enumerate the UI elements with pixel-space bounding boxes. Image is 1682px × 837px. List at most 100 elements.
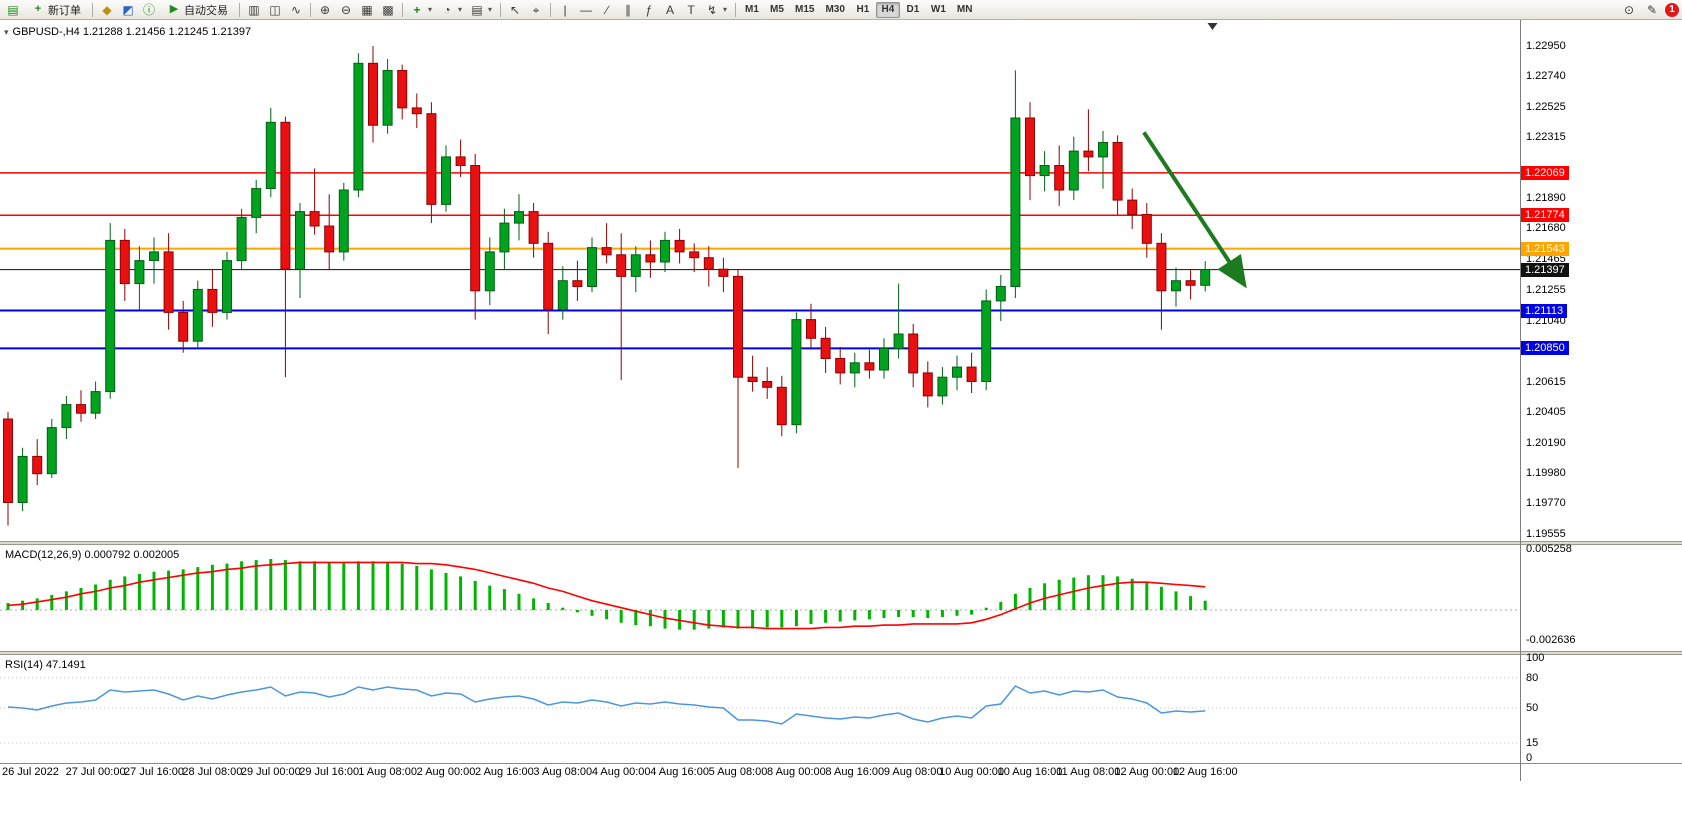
new-order-label: 新订单 bbox=[48, 4, 81, 17]
time-axis-label: 2 Aug 00:00 bbox=[416, 766, 476, 778]
timeframe-h4[interactable]: H4 bbox=[875, 1, 900, 18]
price-axis-label: 1.22315 bbox=[1526, 130, 1566, 143]
chart-window: ▾ GBPUSD-,H4 1.21288 1.21456 1.21245 1.21… bbox=[0, 20, 1682, 837]
price-axis-divider bbox=[1520, 20, 1521, 781]
rsi-axis-label: 0 bbox=[1526, 751, 1533, 764]
toolbar: ▤ + 新订单 ◆ ◩ ⓘ ▶ 自动交易 ▥ ◫ ∿ ⊕ ⊖ ▦ ▩ + ▾ ◔… bbox=[0, 0, 1682, 20]
timeframe-m15[interactable]: M15 bbox=[790, 2, 819, 18]
period-dropdown-icon[interactable]: ▾ bbox=[458, 5, 463, 14]
panel-separator[interactable] bbox=[0, 651, 1682, 655]
price-axis-label: 1.20405 bbox=[1526, 406, 1566, 418]
price-axis-label: 1.21680 bbox=[1526, 222, 1566, 235]
zoom-in-icon[interactable]: ⊕ bbox=[319, 2, 331, 17]
timeframe-m5[interactable]: M5 bbox=[765, 2, 789, 18]
trendline-tool-icon[interactable]: ∕ bbox=[605, 2, 608, 17]
toolbar-separator bbox=[92, 2, 93, 17]
symbol-label: GBPUSD-,H4 bbox=[12, 26, 80, 38]
toolbar-separator bbox=[500, 2, 501, 17]
time-axis-label: 26 Jul 2022 bbox=[2, 766, 59, 778]
autotrading-label: 自动交易 bbox=[184, 4, 228, 17]
text-tool-icon[interactable]: A bbox=[665, 2, 674, 17]
time-axis-label: 12 Aug 16:00 bbox=[1172, 766, 1238, 778]
template-icon[interactable]: ▤ bbox=[471, 2, 483, 17]
period-icon[interactable]: ◔ bbox=[443, 2, 451, 17]
label-tool-icon[interactable]: T bbox=[687, 2, 695, 17]
time-axis-label: 3 Aug 08:00 bbox=[533, 766, 593, 778]
edit-icon[interactable]: ✎ bbox=[1646, 2, 1658, 17]
rsi-axis-label: 100 bbox=[1526, 651, 1545, 664]
bar-chart-icon[interactable]: ▥ bbox=[248, 2, 260, 17]
new-chart-dropdown-icon[interactable]: ▾ bbox=[428, 5, 433, 14]
price-axis-label: 1.19980 bbox=[1526, 467, 1566, 480]
toolbar-separator bbox=[550, 2, 551, 17]
time-axis-label: 10 Aug 00:00 bbox=[939, 766, 1005, 778]
time-axis-label: 28 Jul 08:00 bbox=[182, 766, 243, 778]
rsi-panel[interactable] bbox=[0, 655, 1520, 763]
line-chart-icon[interactable]: ∿ bbox=[290, 2, 302, 17]
time-axis-label: 29 Jul 16:00 bbox=[299, 766, 360, 778]
toolbar-right-group: ⊙ ✎ 1 bbox=[1619, 1, 1679, 18]
timeframe-m30[interactable]: M30 bbox=[820, 2, 849, 18]
new-chart-icon[interactable]: + bbox=[413, 2, 421, 17]
search-icon[interactable]: ⊙ bbox=[1623, 2, 1635, 17]
resistance-line-2-badge: 1.21774 bbox=[1521, 208, 1569, 223]
channel-tool-icon[interactable]: ∥ bbox=[625, 2, 631, 17]
zoom-out-icon[interactable]: ⊖ bbox=[340, 2, 352, 17]
timeframe-h1[interactable]: H1 bbox=[851, 2, 875, 18]
current-price-line-badge: 1.21397 bbox=[1521, 262, 1569, 277]
one-click-trading-toggle[interactable]: ▾ bbox=[4, 27, 9, 37]
price-axis-label: 1.21255 bbox=[1526, 283, 1566, 296]
panel-separator[interactable] bbox=[0, 541, 1682, 545]
profiles-icon[interactable]: ◆ bbox=[102, 2, 112, 17]
toolbar-separator bbox=[402, 2, 403, 17]
support-line-1-badge: 1.21113 bbox=[1521, 303, 1568, 318]
timeframe-w1[interactable]: W1 bbox=[926, 2, 951, 18]
timeframe-m1[interactable]: M1 bbox=[740, 2, 764, 18]
autotrading-button[interactable]: ▶ 自动交易 bbox=[160, 1, 235, 19]
cascade-windows-icon[interactable]: ▩ bbox=[382, 2, 394, 17]
fibonacci-tool-icon[interactable]: ƒ bbox=[645, 2, 653, 17]
timeframe-mn[interactable]: MN bbox=[952, 2, 978, 18]
time-axis-label: 29 Jul 00:00 bbox=[240, 766, 301, 778]
data-window-icon[interactable]: ⓘ bbox=[142, 2, 155, 17]
price-chart[interactable] bbox=[0, 20, 1520, 541]
time-axis-label: 5 Aug 08:00 bbox=[708, 766, 768, 778]
time-axis-label: 9 Aug 08:00 bbox=[883, 766, 943, 778]
time-axis-label: 4 Aug 00:00 bbox=[591, 766, 651, 778]
time-axis-label: 1 Aug 08:00 bbox=[358, 766, 417, 778]
resistance-line-1-badge: 1.22069 bbox=[1521, 165, 1569, 180]
crosshair-icon[interactable]: ⌖ bbox=[532, 2, 540, 17]
rsi-axis-label: 50 bbox=[1526, 701, 1539, 714]
timeframe-toolbar: M1 M5 M15 M30 H1 H4 D1 W1 MN bbox=[740, 1, 978, 18]
support-line-2-badge: 1.20850 bbox=[1521, 341, 1569, 356]
ohlc-quote: 1.21288 1.21456 1.21245 1.21397 bbox=[82, 26, 252, 38]
shapes-tool-icon[interactable]: ↯ bbox=[706, 2, 718, 17]
timeframe-d1[interactable]: D1 bbox=[901, 2, 925, 18]
time-axis-label: 10 Aug 16:00 bbox=[997, 766, 1063, 778]
time-axis-label: 27 Jul 16:00 bbox=[124, 766, 184, 778]
time-axis-label: 11 Aug 08:00 bbox=[1056, 766, 1121, 778]
new-order-button[interactable]: + 新订单 bbox=[24, 1, 88, 19]
time-axis-label: 27 Jul 00:00 bbox=[65, 766, 126, 778]
horizontal-line-tool-icon[interactable]: — bbox=[580, 2, 592, 17]
shapes-dropdown-icon[interactable]: ▾ bbox=[723, 5, 728, 14]
toolbar-separator bbox=[310, 2, 311, 17]
macd-axis-label: 0.005258 bbox=[1526, 542, 1572, 555]
market-watch-icon[interactable]: ◩ bbox=[122, 2, 134, 17]
vertical-line-tool-icon[interactable]: | bbox=[563, 2, 567, 17]
time-axis-label: 2 Aug 16:00 bbox=[475, 766, 534, 778]
candlestick-chart-icon[interactable]: ◫ bbox=[269, 2, 281, 17]
price-axis-label: 1.21465 bbox=[1526, 253, 1566, 266]
rsi-axis-label: 15 bbox=[1526, 736, 1539, 749]
cursor-icon[interactable]: ↖ bbox=[509, 2, 521, 17]
price-axis[interactable]: 1.22950 1.22740 1.22525 1.22315 1.21890 1.216… bbox=[1521, 20, 1681, 765]
price-axis-label: 1.22950 bbox=[1526, 39, 1566, 52]
template-dropdown-icon[interactable]: ▾ bbox=[488, 5, 493, 14]
panel-separator bbox=[0, 763, 1682, 764]
tile-windows-icon[interactable]: ▦ bbox=[361, 2, 373, 17]
notification-badge[interactable]: 1 bbox=[1665, 2, 1679, 17]
macd-panel[interactable] bbox=[0, 545, 1520, 651]
time-axis[interactable]: 26 Jul 2022 27 Jul 00:00 27 Jul 16:00 28 Ju… bbox=[0, 765, 1520, 781]
app-icon: ▤ bbox=[7, 2, 19, 17]
time-axis-label: 8 Aug 16:00 bbox=[825, 766, 885, 778]
